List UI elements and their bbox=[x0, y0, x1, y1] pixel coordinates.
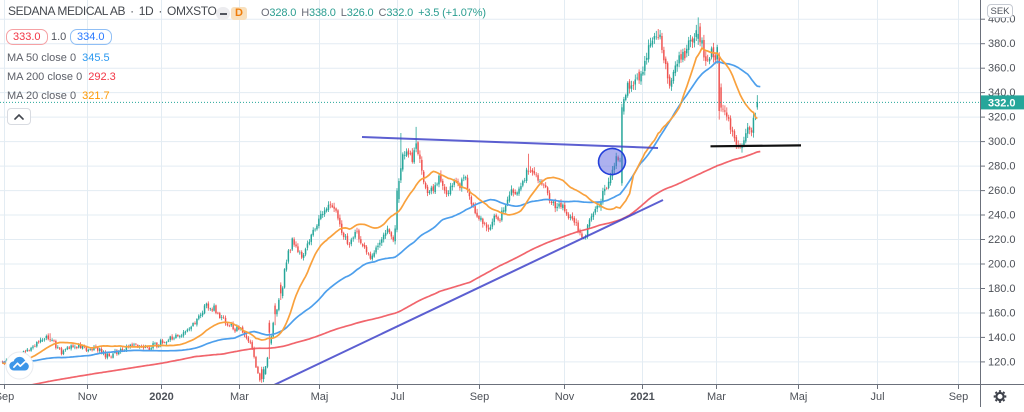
svg-text:Mar: Mar bbox=[230, 391, 249, 403]
svg-text:280.0: 280.0 bbox=[988, 161, 1016, 173]
svg-text:240.0: 240.0 bbox=[988, 210, 1016, 222]
svg-text:Nov: Nov bbox=[78, 391, 98, 403]
svg-text:260.0: 260.0 bbox=[988, 185, 1016, 197]
svg-text:Maj: Maj bbox=[790, 391, 808, 403]
svg-text:2020: 2020 bbox=[149, 391, 173, 403]
svg-text:Sep: Sep bbox=[949, 391, 969, 403]
svg-text:380.0: 380.0 bbox=[988, 38, 1016, 50]
svg-text:160.0: 160.0 bbox=[988, 308, 1016, 320]
svg-text:140.0: 140.0 bbox=[988, 332, 1016, 344]
svg-text:360.0: 360.0 bbox=[988, 63, 1016, 75]
svg-text:Sep: Sep bbox=[0, 391, 14, 403]
svg-text:Sep: Sep bbox=[470, 391, 490, 403]
svg-text:Jul: Jul bbox=[390, 391, 404, 403]
svg-text:SEK: SEK bbox=[990, 6, 1010, 17]
svg-text:220.0: 220.0 bbox=[988, 234, 1016, 246]
svg-text:Mar: Mar bbox=[707, 391, 726, 403]
svg-text:Jul: Jul bbox=[870, 391, 884, 403]
svg-text:332.0: 332.0 bbox=[988, 97, 1016, 109]
svg-text:Maj: Maj bbox=[311, 391, 329, 403]
svg-text:180.0: 180.0 bbox=[988, 283, 1016, 295]
svg-text:2021: 2021 bbox=[630, 391, 654, 403]
svg-text:200.0: 200.0 bbox=[988, 259, 1016, 271]
svg-text:320.0: 320.0 bbox=[988, 112, 1016, 124]
svg-text:Nov: Nov bbox=[555, 391, 575, 403]
svg-text:300.0: 300.0 bbox=[988, 136, 1016, 148]
svg-text:120.0: 120.0 bbox=[988, 356, 1016, 368]
